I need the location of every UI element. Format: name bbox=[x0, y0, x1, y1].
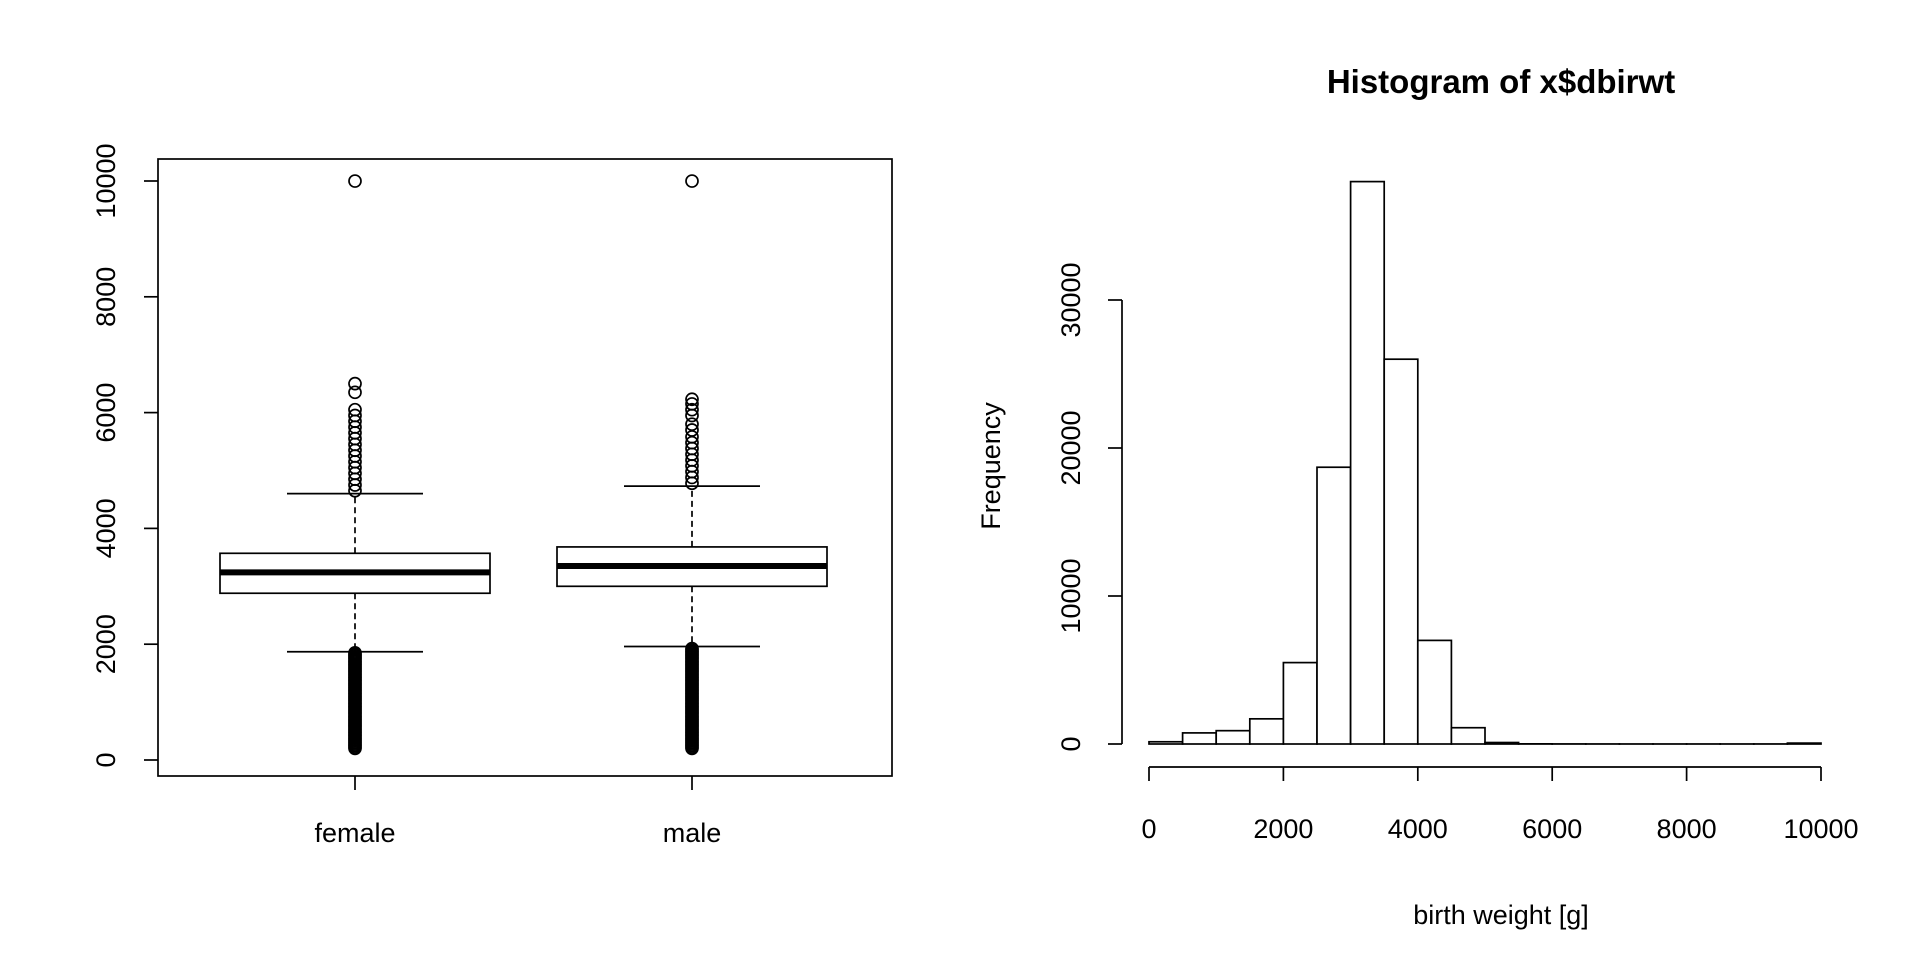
outlier-point bbox=[685, 402, 699, 417]
histogram-y-label: Frequency bbox=[976, 402, 1006, 530]
histogram-y-axis: 0 10000 20000 30000 bbox=[1056, 262, 1123, 752]
histogram-bar bbox=[1181, 732, 1218, 745]
histogram-bar bbox=[1786, 742, 1822, 745]
histogram-bar bbox=[1484, 741, 1520, 745]
histogram-x-tick-label: 4000 bbox=[1388, 814, 1448, 844]
boxplot-panel: 0 2000 4000 6000 8000 10000 female male bbox=[91, 143, 893, 848]
outlier-point bbox=[348, 376, 362, 391]
histogram-y-tick-label: 10000 bbox=[1056, 558, 1086, 633]
outlier-point bbox=[348, 385, 362, 400]
outlier-point bbox=[685, 423, 699, 437]
histogram-bar bbox=[1416, 639, 1453, 745]
outlier-point bbox=[348, 408, 362, 423]
histogram-bars bbox=[1148, 180, 1822, 745]
histogram-bar bbox=[1316, 466, 1352, 745]
boxplot-frame bbox=[157, 158, 893, 777]
histogram-bar bbox=[1215, 729, 1251, 745]
boxplot-x-tick-label: male bbox=[663, 818, 722, 848]
boxplot-y-tick-label: 10000 bbox=[91, 143, 121, 218]
boxplot-y-tick-label: 8000 bbox=[91, 267, 121, 327]
outlier-point bbox=[348, 646, 362, 660]
outlier-point bbox=[685, 392, 699, 407]
outlier-point bbox=[685, 417, 699, 432]
boxplot-x-tick-label: female bbox=[314, 818, 395, 848]
histogram-bar bbox=[1450, 726, 1486, 745]
histogram-y-tick-label: 20000 bbox=[1056, 410, 1086, 485]
outlier-point bbox=[348, 402, 362, 417]
boxplot-y-tick-label: 2000 bbox=[91, 614, 121, 674]
histogram-title: Histogram of x$dbirwt bbox=[1327, 63, 1675, 100]
outlier-point bbox=[348, 174, 362, 188]
histogram-bar bbox=[1383, 358, 1419, 745]
boxplot-y-tick-label: 4000 bbox=[91, 498, 121, 558]
boxplot-y-tick-label: 0 bbox=[91, 752, 121, 767]
histogram-x-axis: 0 2000 4000 6000 8000 10000 bbox=[1141, 766, 1859, 844]
boxplot-x-axis: female male bbox=[314, 776, 721, 848]
histogram-bar bbox=[1282, 661, 1318, 745]
outlier-point bbox=[685, 174, 699, 188]
histogram-panel: Histogram of x$dbirwt Frequency birth we… bbox=[976, 63, 1859, 930]
boxplot-boxes bbox=[219, 174, 828, 756]
outlier-point bbox=[685, 397, 699, 411]
histogram-bar bbox=[1148, 740, 1184, 745]
histogram-y-tick-label: 30000 bbox=[1056, 262, 1086, 337]
histogram-x-tick-label: 8000 bbox=[1657, 814, 1717, 844]
boxplot-group-female bbox=[219, 174, 491, 756]
boxplot-y-tick-label: 6000 bbox=[91, 383, 121, 443]
histogram-y-tick-label: 0 bbox=[1056, 736, 1086, 751]
histogram-bar bbox=[1248, 717, 1285, 745]
histogram-x-tick-label: 10000 bbox=[1783, 814, 1858, 844]
histogram-x-tick-label: 0 bbox=[1141, 814, 1156, 844]
histogram-x-tick-label: 2000 bbox=[1253, 814, 1313, 844]
histogram-x-label: birth weight [g] bbox=[1413, 900, 1589, 930]
outlier-point bbox=[685, 641, 699, 656]
boxplot-group-male bbox=[556, 174, 828, 756]
boxplot-y-axis: 0 2000 4000 6000 8000 10000 bbox=[91, 143, 158, 768]
histogram-x-tick-label: 6000 bbox=[1522, 814, 1582, 844]
histogram-bar bbox=[1349, 180, 1386, 745]
